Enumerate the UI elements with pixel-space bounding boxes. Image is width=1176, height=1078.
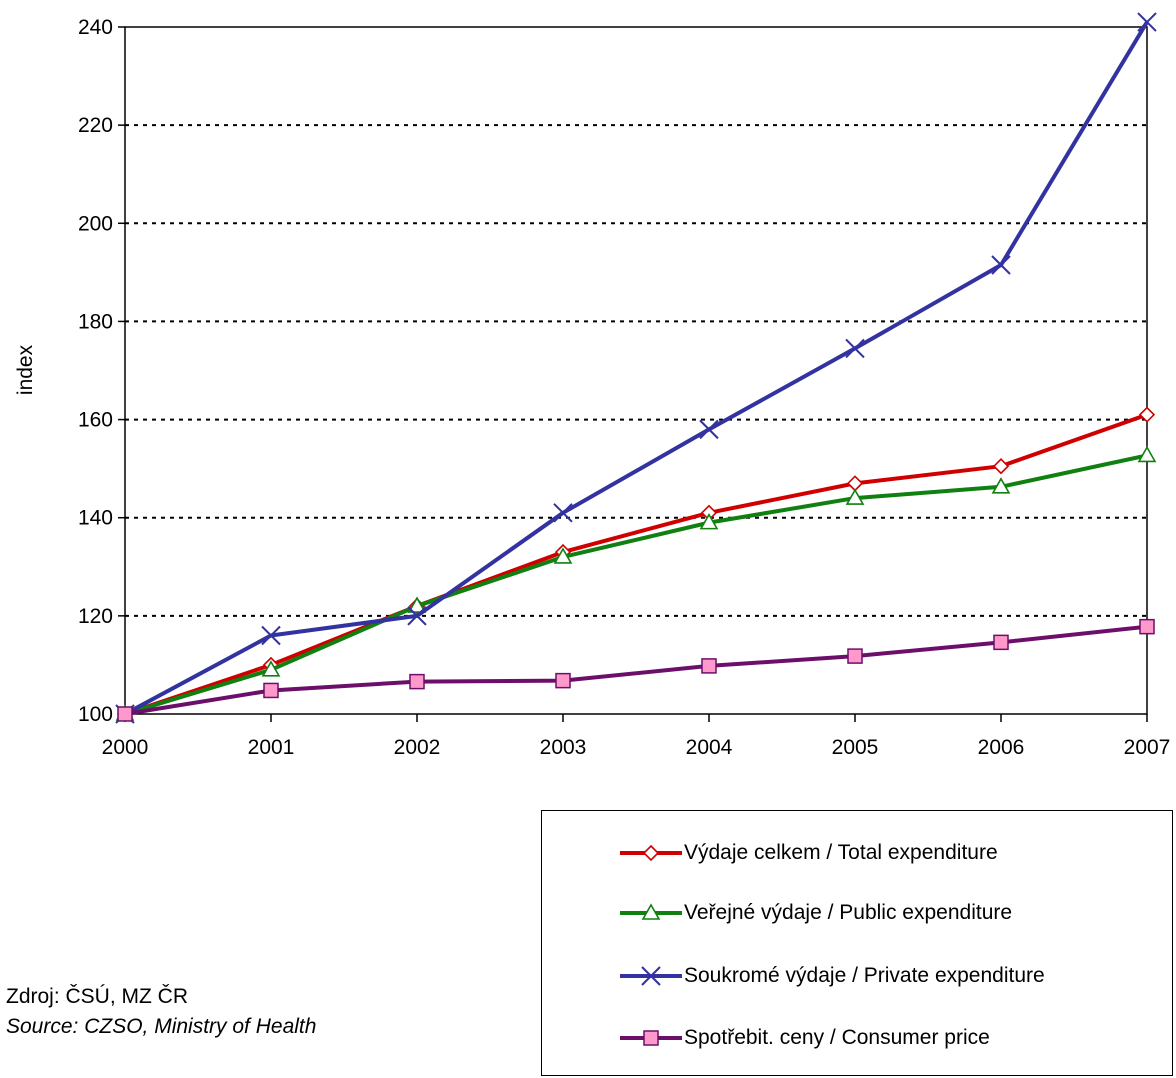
legend: Výdaje celkem / Total expenditure Veřejné… — [541, 810, 1173, 1076]
data-point — [993, 634, 1009, 651]
series-line — [124, 21, 1149, 716]
legend-label: Spotřebit. ceny / Consumer price — [684, 1026, 990, 1049]
data-point — [992, 458, 1010, 475]
legend-marker — [642, 844, 660, 862]
y-tick-label: 180 — [78, 310, 113, 333]
series-2 — [115, 445, 1157, 721]
legend-swatch — [620, 966, 682, 986]
legend-item: Výdaje celkem / Total expenditure — [542, 838, 1172, 868]
data-point — [699, 513, 719, 530]
x-tick-label: 2006 — [978, 736, 1025, 759]
data-point — [847, 648, 863, 664]
y-tick-label: 140 — [78, 507, 113, 530]
data-point — [1139, 618, 1155, 635]
legend-label: Výdaje celkem / Total expenditure — [684, 841, 998, 864]
data-point — [407, 606, 427, 626]
data-point — [555, 672, 571, 689]
legend-swatch — [620, 844, 682, 862]
data-point — [117, 706, 133, 722]
y-tick-label: 120 — [78, 605, 113, 628]
x-tick-label: 2005 — [832, 736, 879, 759]
legend-swatch — [620, 903, 682, 920]
x-tick-label: 2007 — [1124, 736, 1171, 759]
x-tick-label: 2000 — [102, 736, 149, 759]
data-point — [1138, 406, 1156, 423]
data-point — [845, 488, 865, 505]
legend-label: Soukromé výdaje / Private expenditure — [684, 964, 1045, 987]
data-point — [846, 475, 864, 492]
data-point — [701, 658, 717, 674]
legend-item: Spotřebit. ceny / Consumer price — [542, 1023, 1172, 1053]
data-point — [263, 682, 279, 699]
series-line — [124, 453, 1148, 716]
grid-lines — [125, 124, 1147, 617]
y-tick-label: 220 — [78, 114, 113, 137]
plot-area — [124, 26, 1148, 715]
legend-label: Veřejné výdaje / Public expenditure — [684, 901, 1013, 924]
legend-item: Soukromé výdaje / Private expenditure — [542, 961, 1172, 991]
series-line — [124, 412, 1148, 716]
data-point — [409, 673, 425, 690]
y-axis-label: index — [14, 344, 37, 395]
data-point — [261, 660, 281, 677]
series-line — [124, 624, 1148, 716]
legend-item: Veřejné výdaje / Public expenditure — [542, 898, 1172, 928]
x-axis: 2000 2001 2002 2003 2004 2005 2006 2007 — [102, 714, 1171, 759]
x-tick-label: 2001 — [248, 736, 295, 759]
legend-marker — [641, 903, 661, 920]
data-point — [553, 547, 573, 564]
y-tick-label: 200 — [78, 212, 113, 235]
series-4 — [117, 618, 1155, 722]
x-tick-label: 2004 — [686, 736, 733, 759]
legend-marker — [643, 1030, 659, 1046]
data-point — [1137, 12, 1157, 32]
data-point — [991, 477, 1011, 494]
legend-marker — [641, 966, 661, 986]
data-point — [1137, 445, 1157, 463]
legend-swatch — [620, 1030, 682, 1046]
y-tick-label: 240 — [78, 16, 113, 39]
data-point — [699, 419, 719, 440]
x-tick-label: 2002 — [394, 736, 441, 759]
y-tick-label: 160 — [78, 409, 113, 432]
source-note: Zdroj: ČSÚ, MZ ČR Source: CZSO, Ministry… — [6, 982, 316, 1042]
data-point — [553, 503, 573, 523]
y-tick-label: 100 — [78, 703, 113, 726]
data-point — [261, 625, 281, 646]
source-line-cz: Zdroj: ČSÚ, MZ ČR — [6, 985, 189, 1008]
series-3 — [115, 12, 1157, 724]
series-layer — [115, 12, 1157, 724]
data-point — [845, 338, 865, 359]
y-axis: 100 120 140 160 180 200 220 240 — [78, 16, 125, 726]
x-tick-label: 2003 — [540, 736, 587, 759]
data-point — [991, 255, 1011, 275]
source-line-en: Source: CZSO, Ministry of Health — [6, 1015, 317, 1038]
data-point — [407, 596, 427, 613]
